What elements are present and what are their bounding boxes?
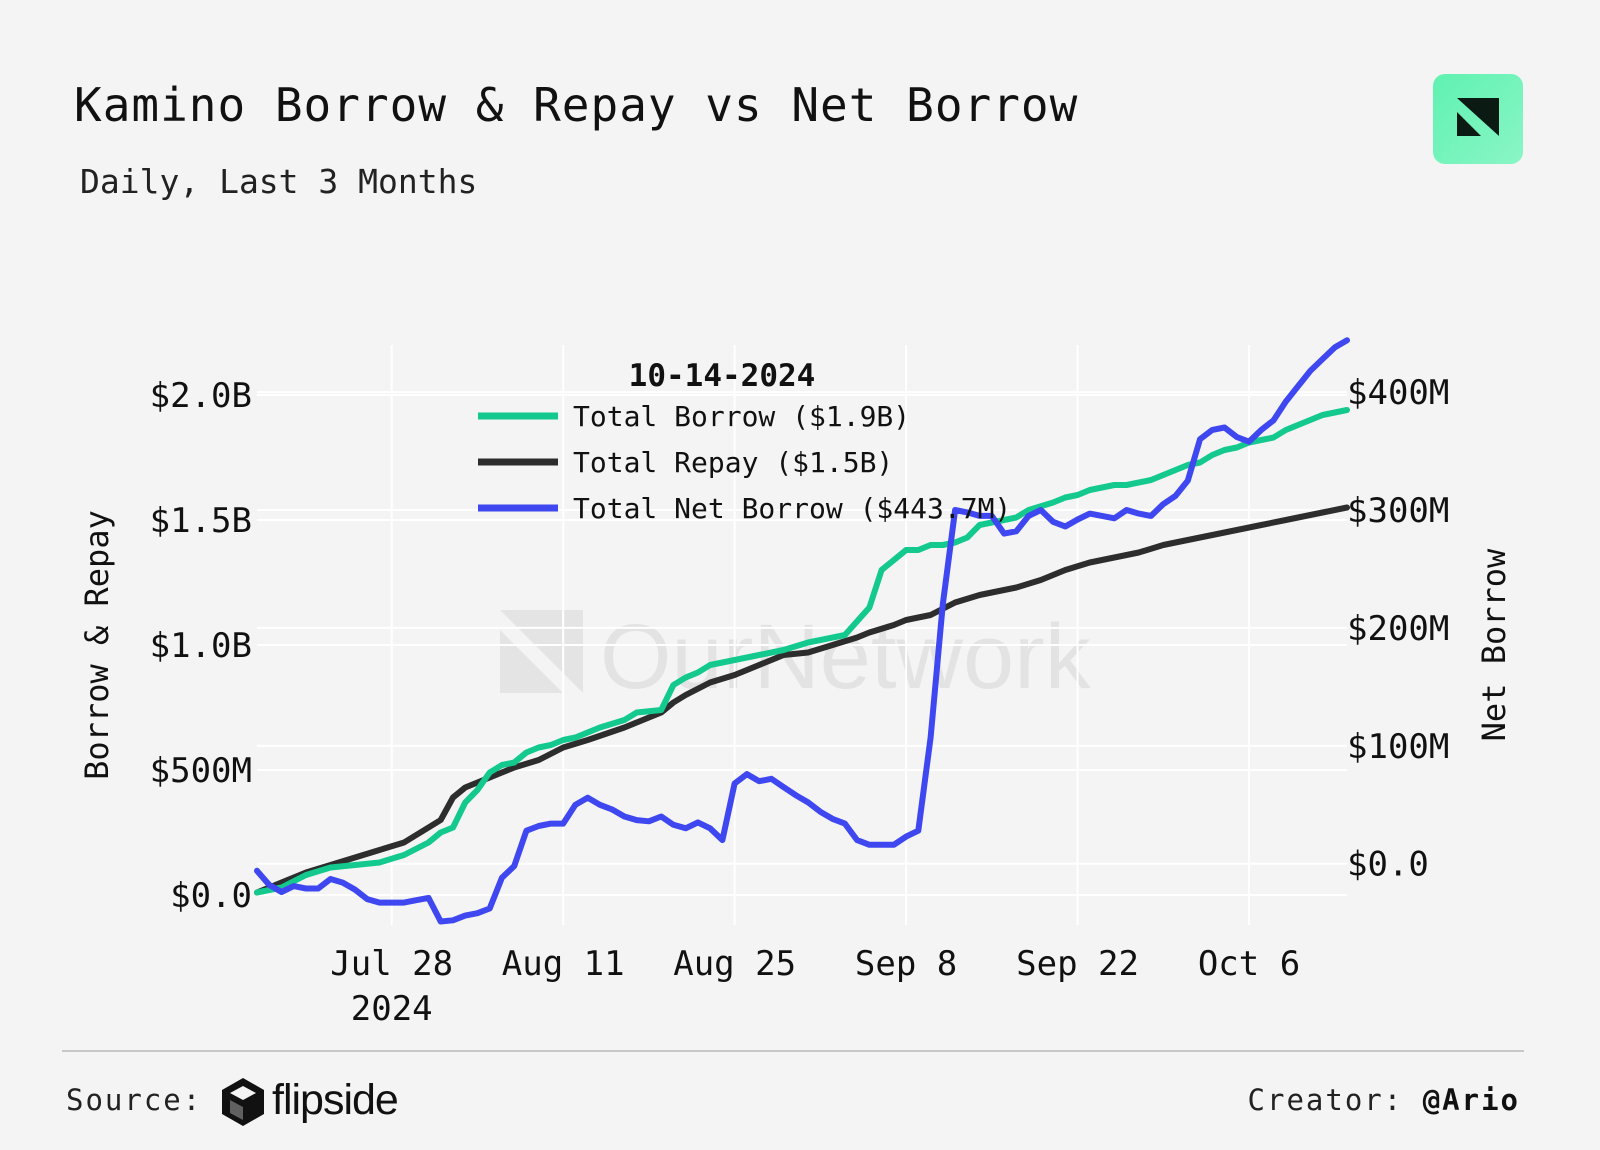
y-tick-label: $0.0 [170, 876, 252, 916]
x-tick-label: Aug 25 [673, 944, 796, 984]
flipside-logo-icon [222, 1078, 264, 1126]
x-tick-year: 2024 [351, 989, 433, 1029]
creator-handle: @Ario [1422, 1083, 1520, 1117]
net-borrow-line [254, 337, 1350, 925]
creator-credit: Creator: @Ario [1248, 1083, 1520, 1117]
x-tick-label: Jul 28 [330, 944, 453, 984]
watermark-text: OurNetwork [600, 606, 1092, 708]
y2-tick-label: $0.0 [1347, 845, 1429, 885]
footer-divider [62, 1050, 1524, 1052]
y-tick-label: $1.5B [150, 501, 252, 541]
x-tick-label: Sep 22 [1016, 944, 1139, 984]
creator-label: Creator: [1247, 1083, 1404, 1117]
x-tick-label: Aug 11 [502, 944, 625, 984]
y-tick-label: $1.0B [150, 626, 252, 666]
borrow-line [254, 407, 1350, 896]
chart-subtitle: Daily, Last 3 Months [80, 162, 478, 201]
legend-entry: Total Repay ($1.5B) [573, 446, 893, 479]
ournetwork-logo [1433, 74, 1523, 164]
y2-tick-label: $300M [1347, 491, 1449, 531]
chart-title: Kamino Borrow & Repay vs Net Borrow [74, 78, 1079, 132]
y-tick-label: $2.0B [150, 376, 252, 416]
flipside-wordmark: flipside [272, 1076, 399, 1124]
watermark: OurNetwork [500, 606, 1092, 708]
gridlines [257, 345, 1347, 925]
y-tick-label: $500M [150, 751, 252, 791]
y2-tick-label: $400M [1347, 373, 1449, 413]
y2-axis-title: Net Borrow [1475, 548, 1513, 741]
chart-area: OurNetwork $0.0$500M$1.0B$1.5B$2.0B$0.0$… [78, 337, 1513, 1029]
source-label: Source: [66, 1083, 203, 1117]
legend-entry: Total Borrow ($1.9B) [573, 400, 910, 433]
legend: 10-14-2024 Total Borrow ($1.9B) Total Repa… [478, 358, 1011, 525]
repay-line [254, 504, 1350, 896]
x-tick-label: Sep 8 [855, 944, 957, 984]
y2-tick-label: $200M [1347, 609, 1449, 649]
legend-title: 10-14-2024 [629, 358, 816, 394]
ournetwork-logo-icon [1457, 98, 1499, 136]
y2-tick-label: $100M [1347, 727, 1449, 767]
legend-entry: Total Net Borrow ($443.7M) [573, 492, 1011, 525]
series-lines [254, 337, 1350, 925]
axes: $0.0 $500M $1.0B $1.5B $2.0B $0.0 $100M $200M $3… [78, 373, 1513, 1029]
y-axis-title: Borrow & Repay [78, 510, 116, 780]
x-tick-label: Oct 6 [1198, 944, 1300, 984]
